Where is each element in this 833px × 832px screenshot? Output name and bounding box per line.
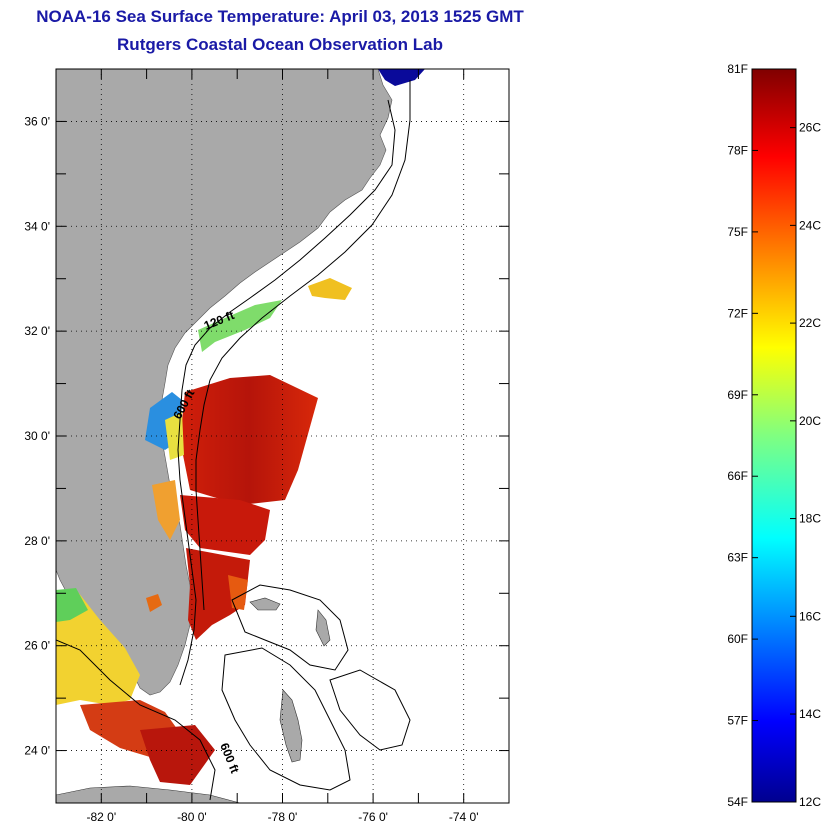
colorbar-label-f: 81F bbox=[727, 62, 748, 76]
sst-gulf-shelf bbox=[56, 590, 140, 705]
lon-tick-label: -76 0' bbox=[358, 810, 388, 824]
sst-shelf-carolina bbox=[308, 278, 352, 300]
colorbar-label-f: 69F bbox=[727, 388, 748, 402]
lon-tick-label: -78 0' bbox=[268, 810, 298, 824]
colorbar-label-f: 75F bbox=[727, 225, 748, 239]
colorbar bbox=[751, 68, 797, 803]
colorbar-label-f: 54F bbox=[727, 795, 748, 809]
map-subtitle: Rutgers Coastal Ocean Observation Lab bbox=[117, 35, 443, 54]
colorbar-label-f: 57F bbox=[727, 714, 748, 728]
colorbar-labels: 81F 78F 75F 72F 69F 66F 63F 60F 57F 54F 26C 24C 22C 2… bbox=[727, 62, 821, 809]
sst-gulfstream-south bbox=[186, 548, 250, 640]
colorbar-label-f: 78F bbox=[727, 143, 748, 157]
map-title: NOAA-16 Sea Surface Temperature: April 0… bbox=[36, 7, 524, 26]
land-bahamas-grand bbox=[249, 597, 281, 611]
map-border bbox=[55, 68, 510, 804]
map-graticule: -82 0' -80 0' -78 0' -76 0' -74 0' 24 0' 26 0'… bbox=[24, 68, 510, 824]
sst-lake-okeechobee bbox=[146, 594, 162, 612]
lat-tick-label: 32 0' bbox=[24, 324, 50, 338]
lat-tick-label: 34 0' bbox=[24, 219, 50, 233]
colorbar-label-c: 14C bbox=[799, 707, 821, 721]
land-bahamas-abaco bbox=[315, 609, 331, 647]
colorbar-label-c: 24C bbox=[799, 218, 821, 232]
land-cuba bbox=[56, 785, 241, 803]
lon-tick-label: -82 0' bbox=[86, 810, 116, 824]
colorbar-label-c: 12C bbox=[799, 795, 821, 809]
sst-gulfstream-north bbox=[180, 375, 318, 505]
colorbar-label-c: 22C bbox=[799, 316, 821, 330]
contour-120ft bbox=[177, 99, 396, 686]
lat-tick-label: 26 0' bbox=[24, 639, 50, 653]
contour-gulf bbox=[56, 639, 216, 801]
sst-gulfstream-mid bbox=[180, 495, 270, 555]
colorbar-label-f: 63F bbox=[727, 551, 748, 565]
colorbar-label-c: 18C bbox=[799, 512, 821, 526]
contour-bahamas-bank bbox=[231, 584, 349, 671]
sst-shelf-florida-e bbox=[152, 480, 180, 540]
lon-tick-label: -80 0' bbox=[177, 810, 207, 824]
lat-tick-label: 36 0' bbox=[24, 114, 50, 128]
land-bahamas-andros bbox=[279, 689, 303, 763]
sst-cold-patch bbox=[378, 69, 425, 86]
contour-exumas bbox=[329, 669, 411, 751]
colorbar-label-c: 26C bbox=[799, 121, 821, 135]
lat-tick-label: 30 0' bbox=[24, 429, 50, 443]
lat-tick-label: 28 0' bbox=[24, 534, 50, 548]
lon-tick-label: -74 0' bbox=[449, 810, 479, 824]
sst-gulf-shelf-green bbox=[56, 588, 88, 622]
lat-tick-label: 24 0' bbox=[24, 744, 50, 758]
contour-great-bahama-bank bbox=[221, 647, 351, 791]
colorbar-label-f: 60F bbox=[727, 632, 748, 646]
colorbar-label-c: 16C bbox=[799, 609, 821, 623]
contour-600ft bbox=[195, 80, 411, 611]
sst-straits-warm bbox=[140, 725, 215, 785]
colorbar-label-f: 66F bbox=[727, 469, 748, 483]
sst-shelf-georgia bbox=[198, 300, 282, 352]
colorbar-label-f: 72F bbox=[727, 306, 748, 320]
colorbar-label-c: 20C bbox=[799, 414, 821, 428]
